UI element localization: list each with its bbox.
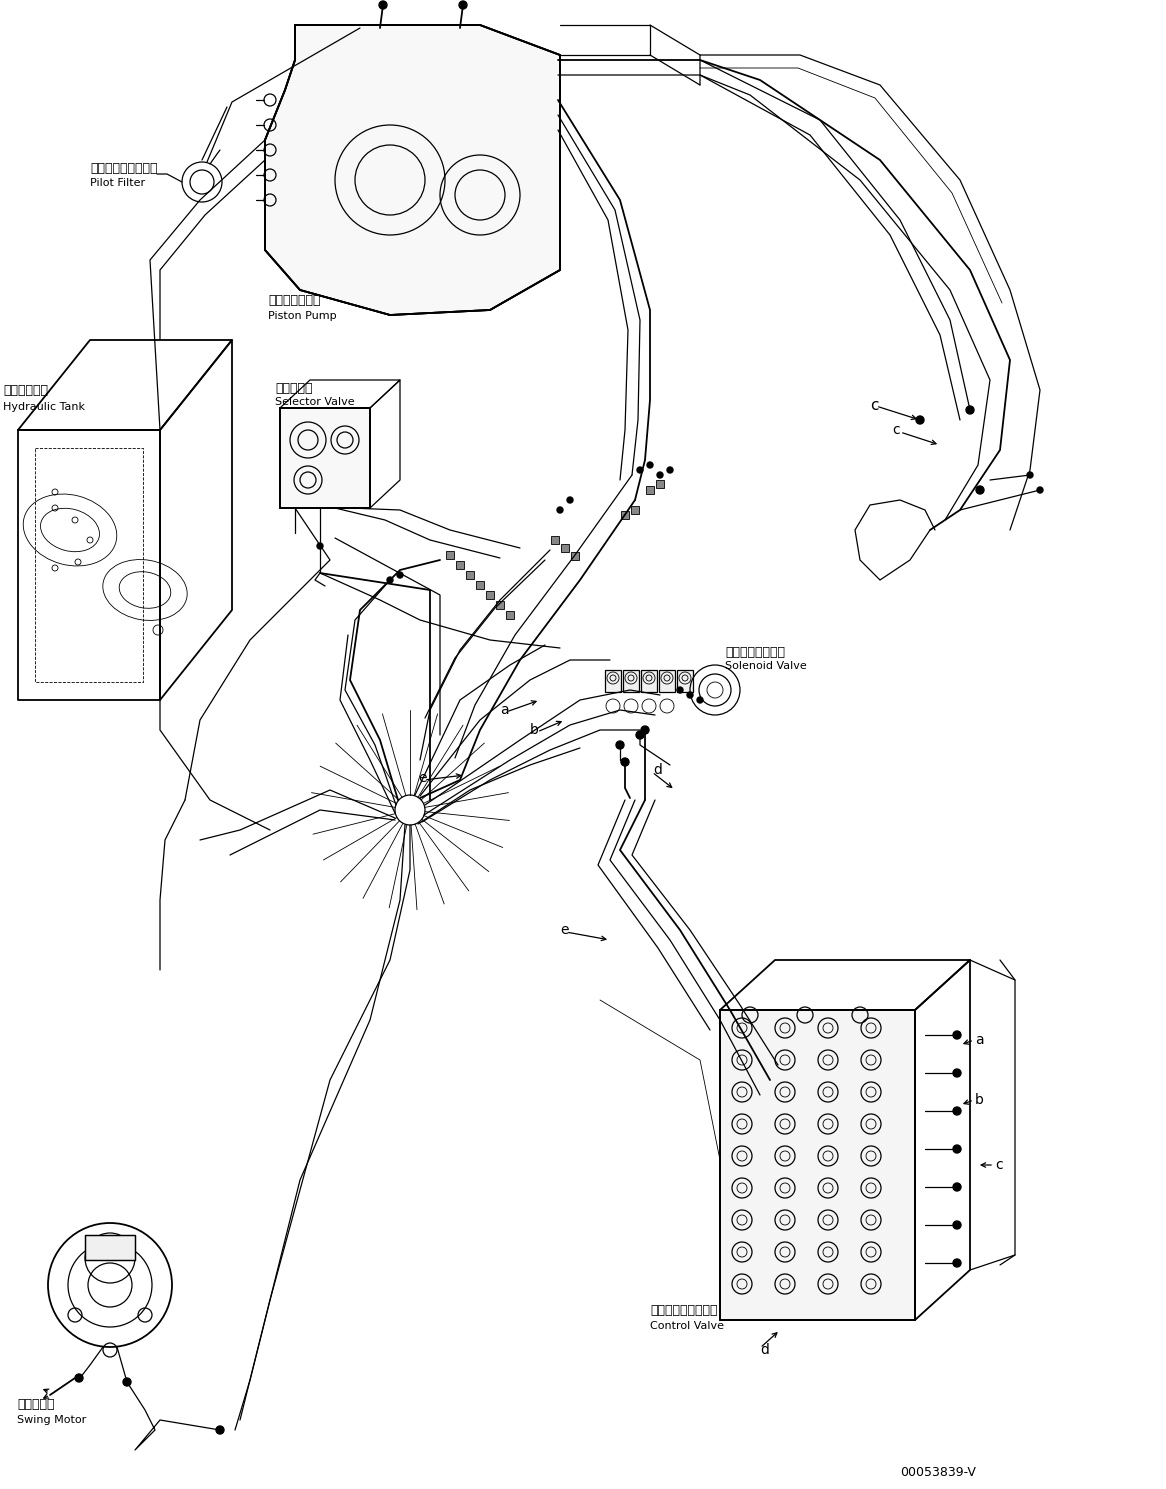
- Circle shape: [953, 1182, 961, 1191]
- Text: 作動油タンク: 作動油タンク: [3, 384, 48, 396]
- Circle shape: [656, 472, 663, 478]
- Circle shape: [953, 1221, 961, 1228]
- Text: Pilot Filter: Pilot Filter: [90, 179, 145, 188]
- Bar: [623, 670, 639, 692]
- Text: c: c: [892, 423, 900, 436]
- Circle shape: [557, 506, 563, 514]
- Circle shape: [216, 1426, 224, 1434]
- Circle shape: [667, 468, 673, 474]
- Bar: [447, 551, 454, 558]
- Text: e: e: [417, 771, 427, 785]
- Text: c: c: [870, 398, 878, 412]
- Text: ソレノイドバルブ: ソレノイドバルブ: [725, 646, 785, 658]
- Bar: [656, 479, 663, 488]
- Text: Control Valve: Control Valve: [649, 1321, 724, 1331]
- Text: Selector Valve: Selector Valve: [275, 398, 354, 406]
- Text: Swing Motor: Swing Motor: [17, 1415, 86, 1425]
- Circle shape: [567, 497, 573, 503]
- Text: a: a: [975, 1033, 984, 1047]
- Circle shape: [635, 731, 644, 739]
- Text: b: b: [531, 724, 539, 737]
- Circle shape: [459, 1, 468, 9]
- Circle shape: [621, 758, 628, 765]
- Circle shape: [616, 742, 624, 749]
- Circle shape: [75, 1374, 83, 1382]
- Circle shape: [953, 1106, 961, 1115]
- Text: a: a: [500, 703, 508, 718]
- Circle shape: [916, 415, 923, 424]
- Circle shape: [976, 485, 984, 494]
- Circle shape: [641, 727, 649, 734]
- Bar: [646, 485, 654, 494]
- Circle shape: [677, 686, 683, 692]
- Text: e: e: [560, 923, 569, 937]
- Text: 切換バルブ: 切換バルブ: [275, 381, 312, 395]
- Text: 00053839-V: 00053839-V: [900, 1465, 976, 1479]
- Bar: [631, 506, 639, 514]
- Bar: [552, 536, 559, 543]
- Text: d: d: [653, 762, 662, 777]
- Circle shape: [953, 1145, 961, 1152]
- Bar: [641, 670, 656, 692]
- Bar: [621, 511, 628, 520]
- Circle shape: [1027, 472, 1033, 478]
- Bar: [506, 610, 514, 619]
- Bar: [456, 561, 464, 569]
- Text: Piston Pump: Piston Pump: [268, 311, 337, 322]
- Text: d: d: [760, 1343, 768, 1356]
- Text: コントロールバルブ: コントロールバルブ: [649, 1303, 717, 1316]
- Circle shape: [697, 697, 703, 703]
- Bar: [85, 1234, 135, 1260]
- Bar: [476, 581, 484, 590]
- Bar: [561, 543, 569, 552]
- Text: c: c: [995, 1158, 1003, 1172]
- Circle shape: [379, 1, 387, 9]
- Bar: [605, 670, 621, 692]
- Circle shape: [122, 1377, 131, 1386]
- Circle shape: [637, 468, 642, 474]
- Circle shape: [317, 543, 323, 549]
- Bar: [571, 552, 580, 560]
- Text: b: b: [975, 1093, 984, 1106]
- Circle shape: [1037, 487, 1044, 493]
- Circle shape: [953, 1030, 961, 1039]
- Bar: [496, 602, 504, 609]
- Text: ピストンポンプ: ピストンポンプ: [268, 293, 321, 307]
- Polygon shape: [280, 408, 370, 508]
- Circle shape: [965, 406, 974, 414]
- Bar: [659, 670, 675, 692]
- Text: Solenoid Valve: Solenoid Valve: [725, 661, 807, 672]
- Bar: [486, 591, 494, 599]
- Text: Hydraulic Tank: Hydraulic Tank: [3, 402, 85, 412]
- Circle shape: [647, 462, 653, 468]
- Polygon shape: [265, 25, 560, 316]
- Text: 旋回モータ: 旋回モータ: [17, 1398, 55, 1412]
- Circle shape: [396, 572, 403, 578]
- Circle shape: [687, 692, 693, 698]
- Bar: [677, 670, 693, 692]
- Bar: [466, 570, 475, 579]
- Circle shape: [953, 1069, 961, 1077]
- Circle shape: [387, 578, 393, 584]
- Text: パイロットフィルタ: パイロットフィルタ: [90, 161, 157, 174]
- Circle shape: [953, 1260, 961, 1267]
- Polygon shape: [719, 1010, 915, 1321]
